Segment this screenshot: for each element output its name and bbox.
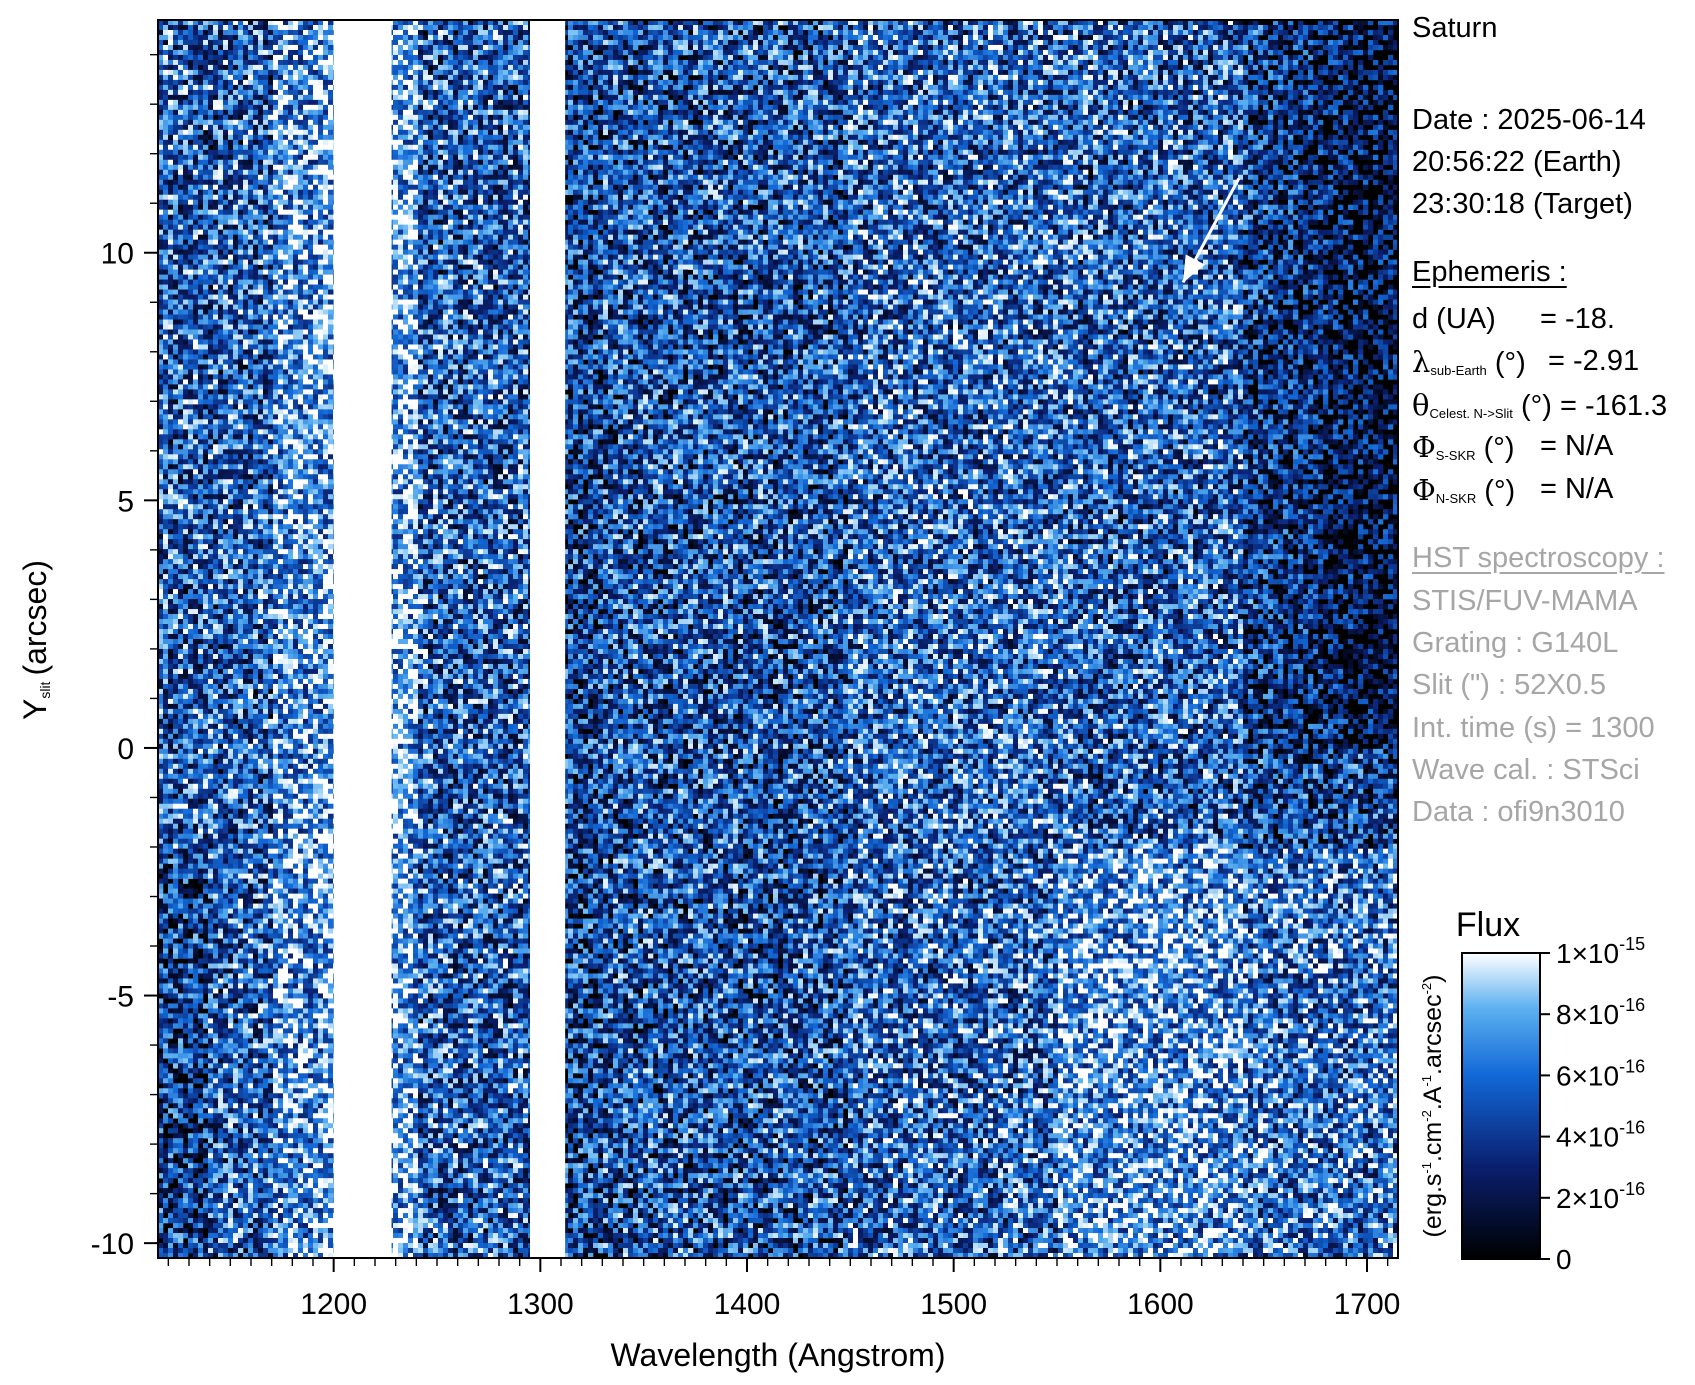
ephemeris-title: Ephemeris :: [1412, 256, 1567, 289]
y-tick-label: -5: [107, 981, 134, 1014]
colorbar-tick-label: 2×10-16: [1556, 1179, 1645, 1214]
integration-time: Int. time (s) = 1300: [1412, 712, 1655, 745]
y-tick-label: 10: [101, 238, 134, 271]
colorbar: Flux 0 2×10-16 4×10-16 6×10-16 8×10-16 1×10-1…: [1419, 906, 1645, 1275]
ephemeris-phi-n: ΦN-SKR (°) = N/A: [1412, 473, 1695, 508]
grating: Grating : G140L: [1412, 627, 1618, 660]
x-tick-label: 1700: [1334, 1288, 1401, 1321]
saturated-band: [530, 20, 565, 1258]
ephemeris-phi-s: ΦS-SKR (°) = N/A: [1412, 430, 1695, 465]
y-axis-title: Yslit(arcsec): [17, 560, 53, 720]
y-axis-ticks: -10 -5 0 5 10: [91, 55, 158, 1261]
colorbar-tick-label: 6×10-16: [1556, 1056, 1645, 1091]
x-tick-label: 1500: [920, 1288, 987, 1321]
saturated-band: [334, 20, 392, 1258]
x-axis-ticks: 1200 1300 1400 1500 1600 1700: [168, 1258, 1400, 1321]
earth-time: 20:56:22 (Earth): [1412, 146, 1622, 179]
ephemeris-theta: θCelest. N->Slit (°) = -161.3: [1412, 388, 1695, 423]
slit: Slit (") : 52X0.5: [1412, 669, 1606, 702]
colorbar-gradient: [1462, 953, 1540, 1259]
colorbar-tick-label: 0: [1556, 1244, 1572, 1275]
colorbar-title: Flux: [1456, 906, 1520, 944]
colorbar-unit-label: (erg.s-1.cm-2.A-1.arcsec-2): [1419, 975, 1447, 1238]
y-tick-label: 0: [117, 733, 134, 766]
wave-calibration: Wave cal. : STSci: [1412, 754, 1640, 787]
x-tick-label: 1300: [507, 1288, 574, 1321]
x-axis-title: Wavelength (Angstrom): [611, 1337, 946, 1373]
observation-date: Date : 2025-06-14: [1412, 104, 1646, 137]
spectrogram-plot-area: [158, 20, 1398, 1258]
x-tick-label: 1200: [300, 1288, 367, 1321]
instrument: STIS/FUV-MAMA: [1412, 585, 1638, 618]
colorbar-ticks: 0 2×10-16 4×10-16 6×10-16 8×10-16 1×10-15: [1540, 934, 1645, 1275]
info-panel: Saturn Date : 2025-06-14 20:56:22 (Earth…: [1412, 0, 1695, 900]
x-tick-label: 1400: [714, 1288, 781, 1321]
colorbar-tick-label: 4×10-16: [1556, 1118, 1645, 1153]
target-time: 23:30:18 (Target): [1412, 188, 1633, 221]
colorbar-tick-label: 8×10-16: [1556, 995, 1645, 1030]
y-tick-label: -10: [91, 1228, 134, 1261]
hst-title: HST spectroscopy :: [1412, 542, 1665, 575]
x-tick-label: 1600: [1127, 1288, 1194, 1321]
y-tick-label: 5: [117, 485, 134, 518]
ephemeris-distance: d (UA) = -18.: [1412, 303, 1695, 336]
ephemeris-lambda: λsub-Earth (°) = -2.91: [1412, 345, 1695, 380]
data-id: Data : ofi9n3010: [1412, 796, 1625, 829]
target-name: Saturn: [1412, 12, 1497, 45]
colorbar-tick-label: 1×10-15: [1556, 934, 1645, 969]
